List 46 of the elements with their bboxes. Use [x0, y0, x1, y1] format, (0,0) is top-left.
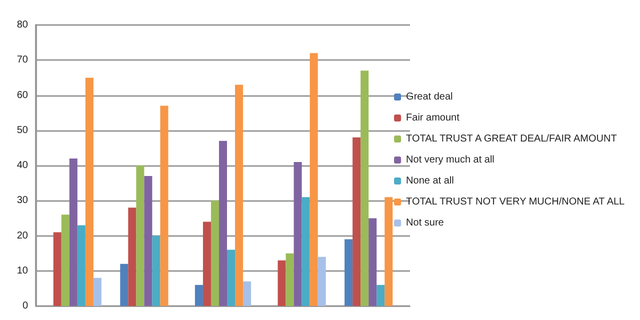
bar	[376, 284, 385, 306]
y-tick-label: 80	[16, 20, 28, 30]
bar	[352, 137, 361, 306]
bar	[227, 250, 236, 306]
y-tick-label: 70	[16, 54, 28, 66]
bar	[77, 225, 86, 306]
legend-label: TOTAL TRUST A GREAT DEAL/FAIR AMOUNT	[406, 134, 617, 144]
bar	[160, 106, 168, 306]
legend-label: None at all	[406, 176, 454, 186]
bar	[144, 176, 152, 306]
bar	[210, 200, 219, 306]
bar	[302, 197, 310, 306]
legend-label: TOTAL TRUST NOT VERY MUCH/NONE AT ALL	[406, 196, 626, 208]
y-tick-label: 40	[16, 160, 28, 171]
bar	[85, 78, 94, 306]
y-tick-label: 50	[16, 124, 28, 136]
y-tick-label: 30	[16, 195, 28, 206]
y-tick-label: 60	[16, 90, 28, 101]
legend-label: Not very much at all	[406, 154, 494, 166]
bar	[120, 264, 128, 306]
bar	[278, 260, 286, 306]
bar	[218, 140, 228, 306]
bar	[202, 222, 211, 306]
bar	[243, 281, 252, 306]
bar	[360, 70, 369, 306]
legend-label: Fair amount	[406, 112, 460, 124]
bar	[93, 278, 102, 306]
bar	[310, 53, 318, 306]
bar	[344, 239, 353, 306]
legend-label: Great deal	[406, 92, 453, 102]
bar	[368, 218, 377, 306]
bar	[194, 284, 203, 306]
legend-label: Not sure	[406, 218, 444, 228]
bar	[318, 256, 326, 306]
bar	[152, 236, 160, 306]
y-tick-label: 20	[16, 230, 28, 242]
bar	[53, 232, 62, 306]
bar	[294, 162, 302, 306]
bar	[128, 208, 136, 306]
bar	[61, 214, 70, 306]
bar	[69, 158, 78, 306]
bar	[235, 84, 244, 306]
bar	[136, 166, 144, 306]
y-tick-label: 10	[16, 265, 28, 276]
bar	[286, 253, 294, 306]
y-tick-label: 0	[22, 300, 28, 312]
